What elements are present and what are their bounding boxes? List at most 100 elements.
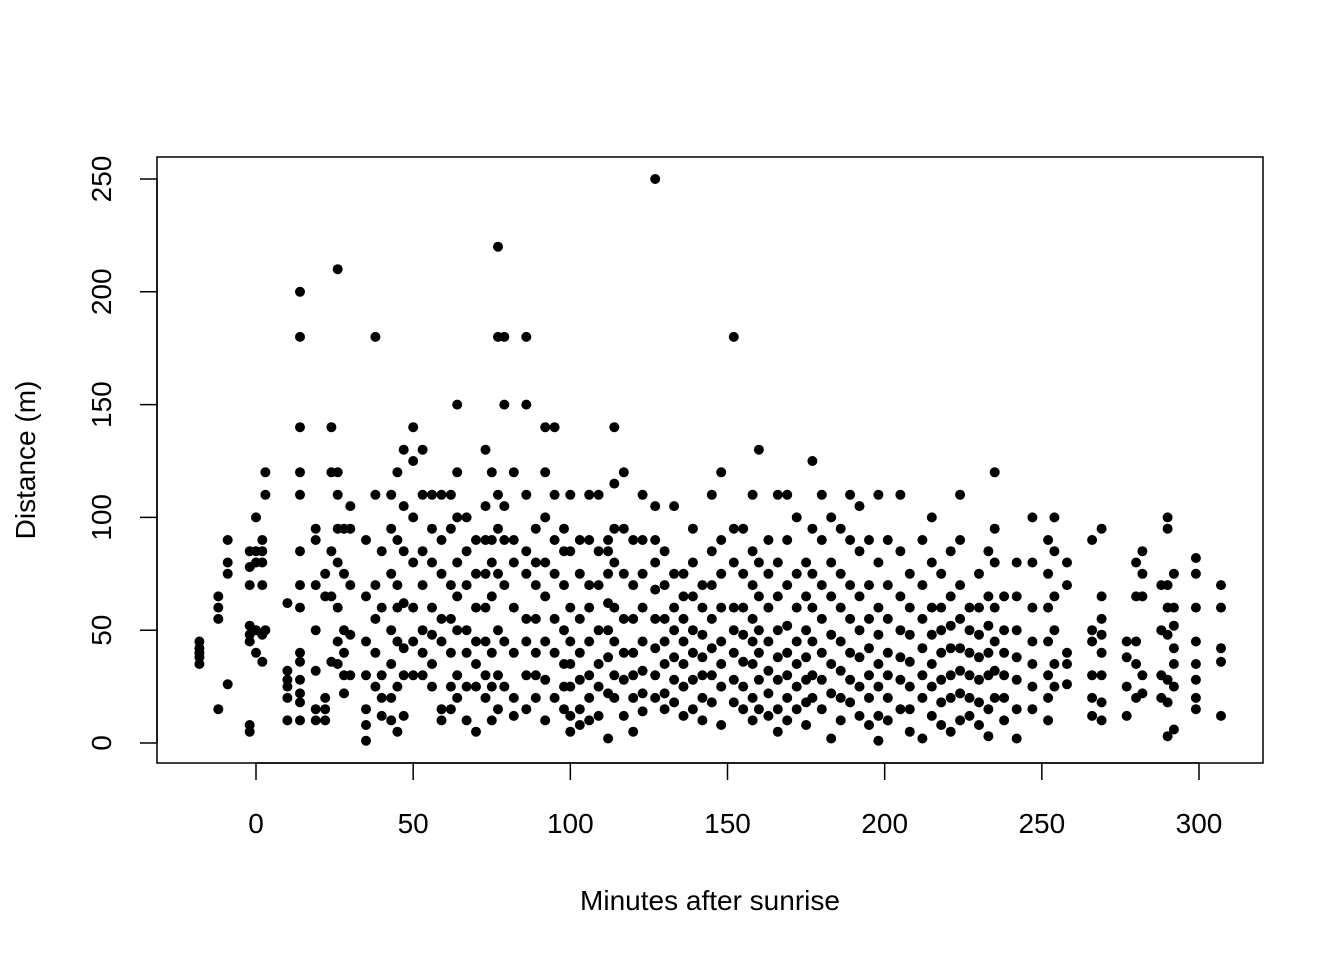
- data-point: [427, 602, 437, 613]
- data-point: [904, 704, 915, 715]
- data-point: [678, 613, 689, 624]
- data-point: [480, 670, 491, 681]
- data-point: [609, 602, 620, 613]
- data-point: [826, 512, 837, 523]
- data-point: [895, 591, 906, 602]
- data-point: [917, 643, 928, 654]
- data-point: [339, 568, 349, 579]
- data-point: [452, 467, 463, 478]
- data-point: [295, 546, 305, 557]
- data-point: [835, 568, 846, 579]
- data-point: [628, 692, 639, 703]
- data-point: [213, 591, 224, 602]
- data-point: [791, 659, 802, 669]
- data-point: [728, 697, 739, 708]
- data-point: [999, 670, 1010, 681]
- data-point: [845, 674, 856, 685]
- data-point: [1216, 710, 1226, 721]
- data-point: [1137, 670, 1148, 681]
- data-point: [1168, 620, 1179, 631]
- data-point: [835, 602, 846, 613]
- data-point: [873, 557, 884, 568]
- data-point: [816, 704, 827, 715]
- data-point: [1087, 710, 1098, 721]
- data-point: [747, 692, 758, 703]
- data-point: [565, 489, 576, 500]
- data-point: [521, 704, 532, 715]
- data-point: [716, 535, 727, 545]
- data-point: [1162, 512, 1173, 523]
- data-point: [1011, 704, 1022, 715]
- data-point: [801, 625, 812, 636]
- data-point: [845, 580, 856, 591]
- data-point: [1131, 659, 1142, 669]
- data-point: [989, 692, 1000, 703]
- data-point: [310, 665, 321, 676]
- data-point: [427, 557, 437, 568]
- data-point: [244, 580, 255, 591]
- data-point: [917, 580, 928, 591]
- data-point: [260, 489, 271, 500]
- data-point: [926, 659, 937, 669]
- data-point: [499, 399, 510, 410]
- data-point: [436, 704, 447, 715]
- data-point: [835, 692, 846, 703]
- data-point: [904, 602, 915, 613]
- data-point: [559, 580, 569, 591]
- data-point: [471, 636, 481, 647]
- data-point: [436, 568, 447, 579]
- data-point: [540, 512, 551, 523]
- data-point: [835, 636, 846, 647]
- data-point: [687, 674, 698, 685]
- data-point: [1137, 591, 1148, 602]
- data-point: [251, 647, 261, 658]
- data-point: [332, 264, 343, 275]
- data-point: [408, 456, 419, 466]
- data-point: [603, 733, 614, 744]
- data-point: [772, 625, 783, 636]
- data-point: [549, 422, 560, 433]
- data-point: [508, 535, 519, 545]
- data-point: [989, 665, 1000, 676]
- data-point: [801, 720, 812, 730]
- data-point: [260, 467, 271, 478]
- data-point: [687, 704, 698, 715]
- data-point: [738, 568, 749, 579]
- data-point: [989, 523, 1000, 534]
- data-point: [1168, 724, 1179, 735]
- data-point: [716, 659, 727, 669]
- data-point: [471, 726, 481, 737]
- data-point: [530, 692, 541, 703]
- data-point: [244, 636, 255, 647]
- data-point: [716, 467, 727, 478]
- data-point: [521, 546, 532, 557]
- data-point: [361, 735, 371, 746]
- data-point: [782, 580, 793, 591]
- data-point: [926, 710, 937, 721]
- data-point: [864, 720, 874, 730]
- data-point: [417, 580, 428, 591]
- data-point: [471, 659, 481, 669]
- data-point: [895, 652, 906, 663]
- data-point: [392, 636, 403, 647]
- data-point: [295, 467, 305, 478]
- data-point: [584, 535, 595, 545]
- data-point: [983, 647, 994, 658]
- data-point: [753, 591, 764, 602]
- data-point: [618, 674, 629, 685]
- data-point: [945, 726, 956, 737]
- data-point: [471, 568, 481, 579]
- data-point: [772, 652, 783, 663]
- data-point: [549, 647, 560, 658]
- data-point: [376, 546, 387, 557]
- data-point: [895, 674, 906, 685]
- data-point: [1096, 670, 1107, 681]
- data-point: [213, 602, 224, 613]
- data-point: [593, 580, 604, 591]
- data-point: [678, 591, 689, 602]
- data-point: [486, 715, 497, 726]
- data-point: [593, 710, 604, 721]
- data-point: [345, 580, 356, 591]
- data-point: [782, 535, 793, 545]
